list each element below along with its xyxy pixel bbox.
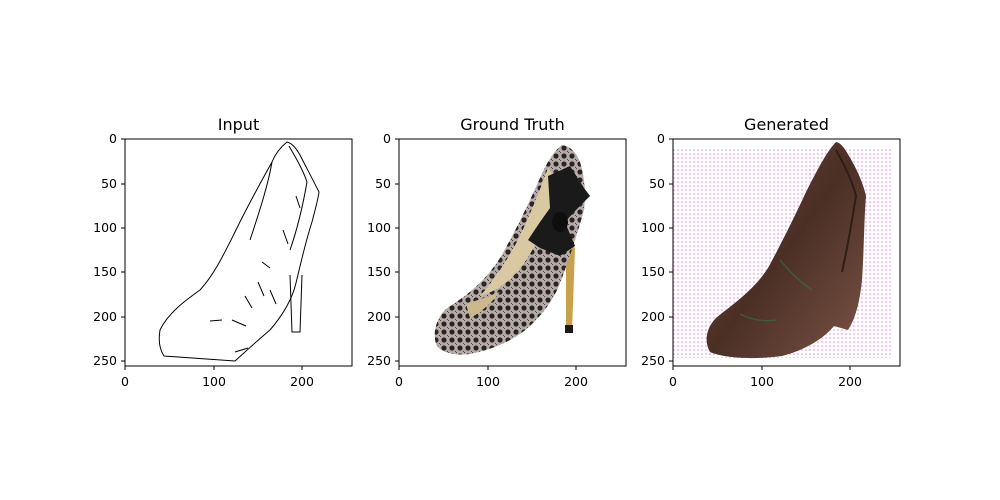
y-tick-label: 150	[641, 264, 665, 279]
y-tick-label: 150	[367, 264, 391, 279]
axes-frame-generated	[672, 138, 901, 367]
panel-input: Input 0 100	[93, 115, 353, 389]
x-tick-label: 0	[395, 374, 403, 389]
x-tick-label: 200	[290, 374, 314, 389]
panel-ground-truth: Ground Truth 0 100 200	[367, 115, 627, 389]
panel-title-input: Input	[218, 115, 259, 134]
y-tick-label: 100	[93, 220, 117, 235]
edge-sketch-image	[158, 141, 320, 362]
y-tick-label: 0	[109, 131, 117, 146]
x-tick-label: 0	[669, 374, 677, 389]
y-tick-label: 150	[93, 264, 117, 279]
x-tick-label: 200	[838, 374, 862, 389]
y-tick-label: 200	[93, 309, 117, 324]
axes-frame-ground-truth	[398, 138, 627, 367]
y-tick-label: 100	[367, 220, 391, 235]
x-tick-label: 100	[476, 374, 500, 389]
axis-ticks-input	[121, 138, 303, 370]
y-tick-label: 200	[641, 309, 665, 324]
y-tick-label: 0	[657, 131, 665, 146]
generated-shoe-image	[673, 142, 891, 359]
shoe-photo-image	[434, 145, 590, 355]
y-tick-label: 250	[93, 353, 117, 368]
axis-ticks-generated	[669, 138, 851, 370]
axes-frame-input	[124, 138, 353, 367]
x-tick-label: 100	[202, 374, 226, 389]
y-tick-label: 100	[641, 220, 665, 235]
y-tick-label: 0	[383, 131, 391, 146]
y-tick-label: 50	[101, 176, 117, 191]
y-tick-label: 50	[649, 176, 665, 191]
panel-title-generated: Generated	[744, 115, 829, 134]
panel-title-ground-truth: Ground Truth	[460, 115, 565, 134]
x-tick-label: 200	[564, 374, 588, 389]
panel-generated: Generated 0 100 200 0 50 100 150 200 250	[641, 115, 901, 389]
x-tick-label: 0	[121, 374, 129, 389]
y-tick-label: 50	[375, 176, 391, 191]
y-tick-label: 250	[367, 353, 391, 368]
y-tick-label: 200	[367, 309, 391, 324]
axis-ticks-ground-truth	[395, 138, 577, 370]
y-tick-label: 250	[641, 353, 665, 368]
x-tick-label: 100	[750, 374, 774, 389]
